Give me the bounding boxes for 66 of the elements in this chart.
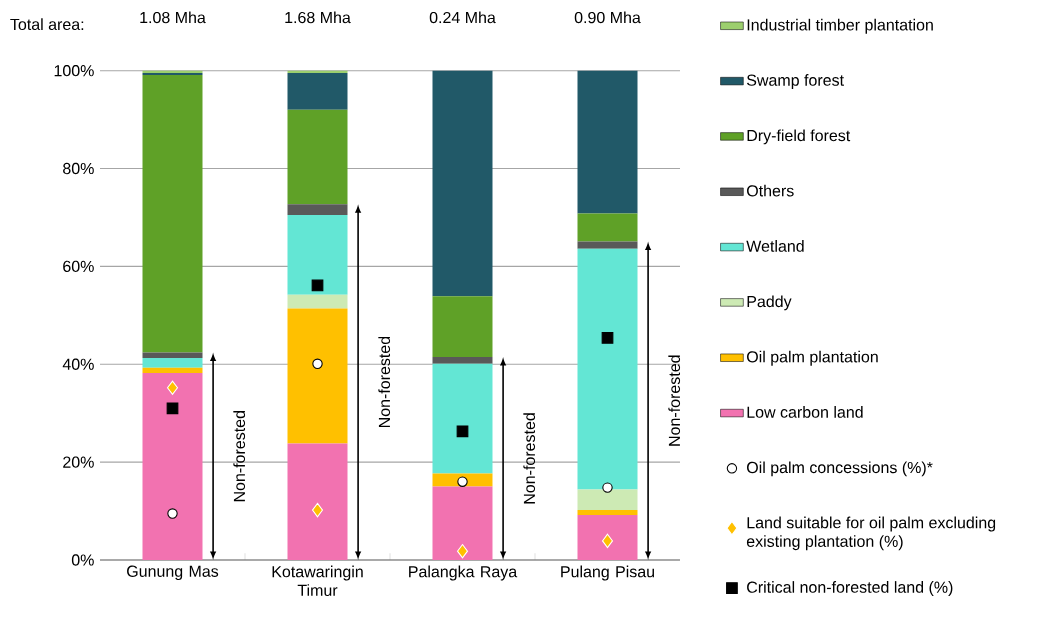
point	[166, 402, 179, 415]
annotation: Non-forested	[668, 355, 681, 446]
bar	[287, 443, 348, 560]
text: 1.08 Mha	[140, 11, 206, 24]
text: 0.90 Mha	[574, 11, 641, 24]
legend-label: Dry-field forest	[747, 129, 851, 145]
point	[311, 502, 324, 518]
point	[312, 358, 323, 369]
bar	[142, 352, 203, 358]
bar	[432, 356, 493, 364]
bar	[287, 308, 348, 444]
legend-label: Swamp forest	[746, 73, 844, 89]
bar	[577, 514, 638, 560]
y-tick-label: 100%	[54, 64, 94, 77]
text: 0.24 Mha	[429, 11, 496, 24]
annotation: Non-forested	[233, 410, 246, 502]
y-tick-label: 0%	[71, 554, 94, 566]
bar	[142, 367, 203, 373]
x-tick-label: Palangka Raya	[409, 565, 518, 581]
legend-label: Oil palm plantation	[747, 350, 878, 366]
annotation: Non-forested	[378, 336, 391, 427]
point	[456, 543, 469, 559]
bar	[142, 372, 203, 560]
bar	[432, 363, 493, 474]
bar	[287, 294, 348, 309]
bar	[287, 72, 348, 110]
y-tick-label: 40%	[62, 358, 94, 370]
bar	[577, 509, 638, 515]
legend-label: Paddy	[747, 295, 792, 311]
point	[602, 482, 613, 493]
bar	[432, 486, 493, 560]
text: 1.68 Mha	[285, 11, 351, 24]
x-tick-label: Pulang Pisau	[561, 565, 655, 581]
annotation: Non-forested	[523, 413, 536, 504]
bar	[432, 296, 493, 357]
legend-label: Land suitable for oil palm excluding existing plantation (%)	[746, 516, 996, 551]
legend-label: Industrial timber plantation	[747, 18, 933, 34]
bar	[432, 70, 493, 297]
bar	[577, 489, 638, 510]
bar	[142, 74, 203, 353]
point	[166, 380, 179, 395]
legend-label: Critical non-forested land (%)	[747, 580, 953, 596]
bar	[287, 204, 348, 215]
y-tick-label: 80%	[63, 162, 94, 175]
legend-label: Low carbon land	[747, 405, 863, 418]
point	[601, 533, 614, 548]
legend-label: Oil palm concessions (%)*	[747, 461, 933, 477]
bar	[577, 248, 638, 490]
point	[601, 331, 614, 344]
bar	[577, 70, 638, 214]
y-tick-label: 20%	[63, 456, 94, 468]
y-tick-label: 60%	[63, 260, 94, 272]
x-tick-label: Kotawaringin Timur	[272, 565, 363, 596]
legend-label: Others	[747, 184, 794, 197]
bar	[142, 357, 203, 368]
bar	[287, 109, 348, 205]
text: Total area:	[10, 18, 84, 30]
point	[456, 425, 469, 438]
bar	[577, 213, 638, 242]
bar	[577, 241, 638, 249]
legend-label: Wetland	[746, 239, 804, 252]
point	[457, 476, 468, 487]
point	[167, 508, 178, 519]
x-tick-label: Gunung Mas	[127, 565, 219, 580]
bar	[287, 214, 348, 295]
point	[311, 279, 324, 292]
